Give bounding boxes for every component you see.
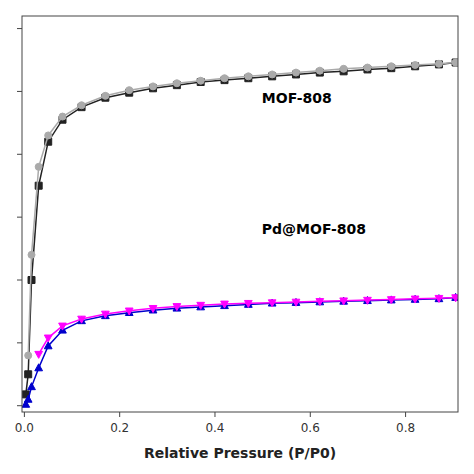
point bbox=[412, 62, 419, 69]
point bbox=[364, 297, 372, 304]
plot-background bbox=[22, 16, 458, 412]
point bbox=[59, 113, 66, 120]
point bbox=[25, 352, 32, 359]
point bbox=[221, 301, 229, 308]
point bbox=[269, 71, 276, 78]
axes: 0.0 0.2 0.4 0.6 0.8 bbox=[15, 29, 415, 435]
point bbox=[388, 63, 395, 70]
plot-area bbox=[22, 59, 458, 407]
point bbox=[435, 60, 442, 67]
point bbox=[102, 311, 110, 318]
point bbox=[316, 298, 324, 305]
y-tick bbox=[17, 342, 22, 343]
point bbox=[292, 299, 300, 306]
point bbox=[59, 323, 67, 330]
x-tick-label: 0.6 bbox=[301, 421, 320, 435]
point bbox=[24, 395, 32, 402]
y-tick bbox=[17, 28, 22, 29]
point bbox=[78, 102, 85, 109]
point bbox=[28, 383, 36, 390]
point bbox=[197, 77, 204, 84]
x-axis-label: Relative Pressure (P/P0) bbox=[144, 445, 336, 461]
point bbox=[292, 298, 300, 305]
point bbox=[126, 87, 133, 94]
point bbox=[150, 83, 157, 90]
point bbox=[197, 303, 205, 310]
point bbox=[340, 297, 348, 304]
point bbox=[387, 297, 395, 304]
x-tick-label: 0.2 bbox=[110, 421, 129, 435]
point bbox=[149, 305, 157, 312]
x-tick bbox=[310, 412, 311, 417]
point bbox=[125, 308, 133, 315]
point bbox=[45, 132, 52, 139]
x-tick-label: 0.8 bbox=[396, 421, 415, 435]
point bbox=[78, 316, 86, 323]
point bbox=[28, 277, 35, 284]
plot-frame bbox=[22, 16, 458, 412]
x-tick-label: 0.0 bbox=[15, 421, 34, 435]
point bbox=[35, 351, 43, 358]
point bbox=[173, 304, 181, 311]
point bbox=[245, 73, 252, 80]
x-tick bbox=[405, 412, 406, 417]
y-tick bbox=[17, 154, 22, 155]
y-tick bbox=[17, 217, 22, 218]
series bbox=[25, 59, 458, 359]
point bbox=[173, 304, 181, 311]
x-tick bbox=[119, 412, 120, 417]
series-line bbox=[39, 298, 456, 355]
x-tick bbox=[214, 412, 215, 417]
point bbox=[316, 299, 324, 306]
point bbox=[197, 302, 205, 309]
point bbox=[35, 364, 43, 371]
point bbox=[411, 296, 419, 303]
point bbox=[387, 296, 395, 303]
y-tick bbox=[17, 280, 22, 281]
point bbox=[244, 300, 252, 307]
point bbox=[435, 61, 442, 68]
point bbox=[452, 295, 458, 302]
chart: 0.0 0.2 0.4 0.6 0.8 MOF-808 Pd@MOF-808 Relative… bbox=[0, 0, 474, 474]
point bbox=[452, 59, 458, 66]
point bbox=[44, 335, 52, 342]
point bbox=[435, 295, 443, 302]
series bbox=[22, 293, 458, 407]
series-line bbox=[26, 63, 456, 395]
series bbox=[35, 295, 458, 359]
point bbox=[221, 75, 228, 82]
y-tick bbox=[17, 405, 22, 406]
point bbox=[292, 69, 299, 76]
point bbox=[411, 295, 419, 302]
point bbox=[340, 65, 347, 72]
annotation: Pd@MOF-808 bbox=[262, 221, 366, 237]
point bbox=[173, 80, 180, 87]
point bbox=[268, 299, 276, 306]
point bbox=[221, 302, 229, 309]
point bbox=[28, 251, 35, 258]
point bbox=[268, 300, 276, 307]
point bbox=[35, 163, 42, 170]
point bbox=[25, 371, 32, 378]
point bbox=[364, 297, 372, 304]
y-tick bbox=[17, 91, 22, 92]
point bbox=[149, 306, 157, 313]
series bbox=[22, 59, 458, 398]
point bbox=[316, 67, 323, 74]
point bbox=[364, 64, 371, 71]
point bbox=[102, 92, 109, 99]
point bbox=[435, 295, 443, 302]
point bbox=[452, 59, 458, 66]
x-tick bbox=[24, 412, 25, 417]
series-line bbox=[26, 298, 456, 405]
point bbox=[125, 308, 133, 315]
annotation: MOF-808 bbox=[262, 90, 332, 106]
x-tick-label: 0.4 bbox=[205, 421, 224, 435]
point bbox=[340, 298, 348, 305]
series-line bbox=[28, 63, 455, 356]
